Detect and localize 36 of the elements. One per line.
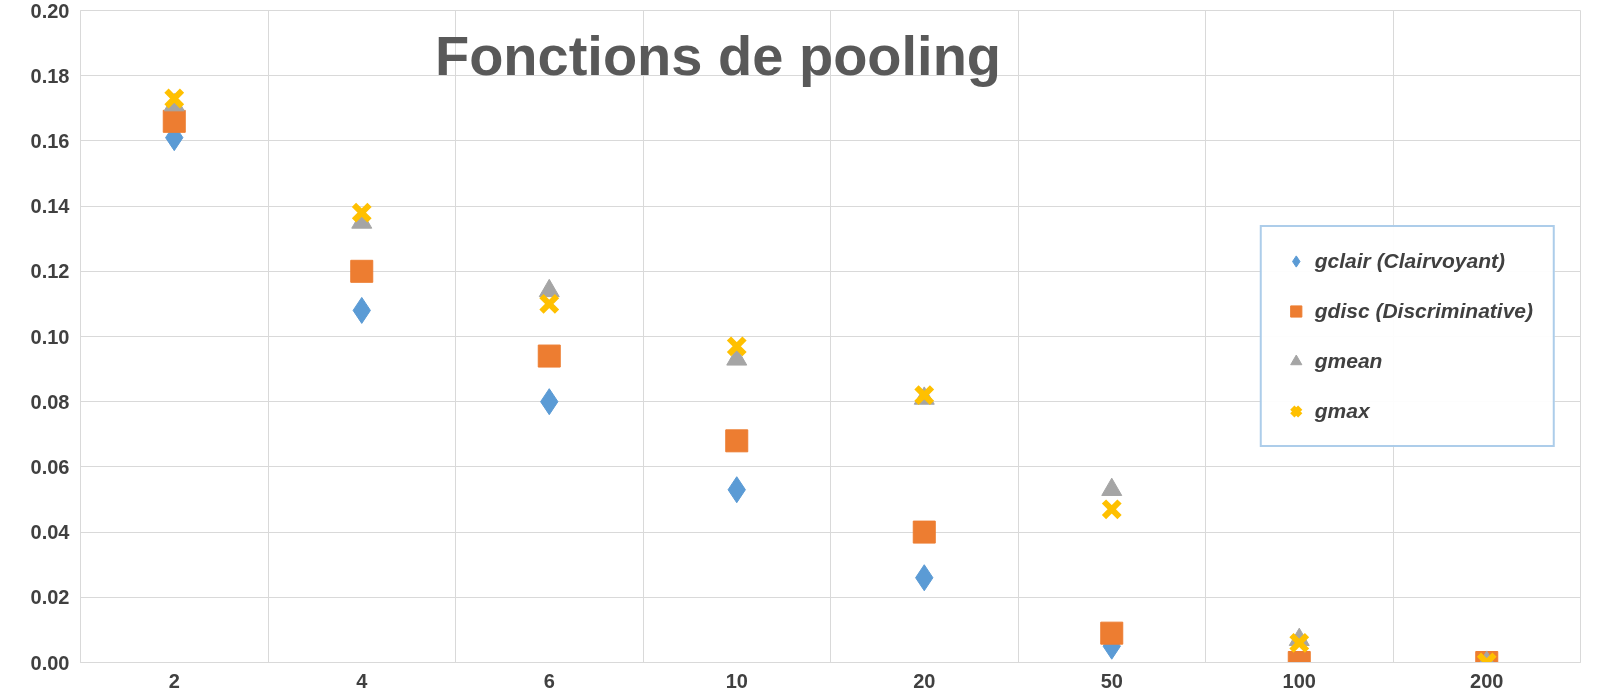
x-tick-label: 200 (1470, 669, 1504, 692)
legend-label: gclair (Clairvoyant) (1314, 249, 1505, 273)
point (163, 87, 186, 110)
x-tick-label: 4 (356, 669, 369, 692)
x-tick-label: 10 (725, 669, 748, 692)
y-tick-label: 0.12 (30, 260, 70, 283)
chart-title: Fonctions de pooling (434, 23, 1002, 87)
y-tick-label: 0.06 (30, 455, 70, 478)
y-tick-label: 0.18 (30, 64, 70, 87)
x-tick-label: 2 (168, 669, 180, 692)
y-tick-label: 0.10 (30, 325, 70, 348)
y-tick-label: 0.04 (30, 521, 71, 544)
y-tick-label: 0.08 (30, 390, 70, 413)
y-tick-label: 0.00 (30, 651, 70, 674)
legend-label: gmax (1314, 399, 1370, 423)
point (1100, 621, 1124, 645)
point (162, 109, 186, 133)
legend-label: gmean (1314, 349, 1383, 373)
y-tick-label: 0.16 (30, 129, 70, 152)
x-tick-label: 20 (913, 669, 936, 692)
point (537, 344, 561, 368)
point (350, 201, 373, 224)
x-tick-label: 100 (1282, 669, 1316, 692)
x-tick-label: 50 (1100, 669, 1123, 692)
point (350, 259, 374, 283)
y-tick-label: 0.20 (30, 0, 70, 22)
point (725, 335, 748, 358)
point (912, 520, 936, 544)
y-tick-label: 0.02 (30, 586, 70, 609)
y-tick-label: 0.14 (30, 195, 71, 218)
point (725, 429, 749, 453)
legend-label: gdisc (Discriminative) (1314, 299, 1533, 323)
x-tick-label: 6 (543, 669, 555, 692)
point (538, 293, 561, 315)
point (1100, 498, 1123, 521)
point (1288, 632, 1311, 654)
